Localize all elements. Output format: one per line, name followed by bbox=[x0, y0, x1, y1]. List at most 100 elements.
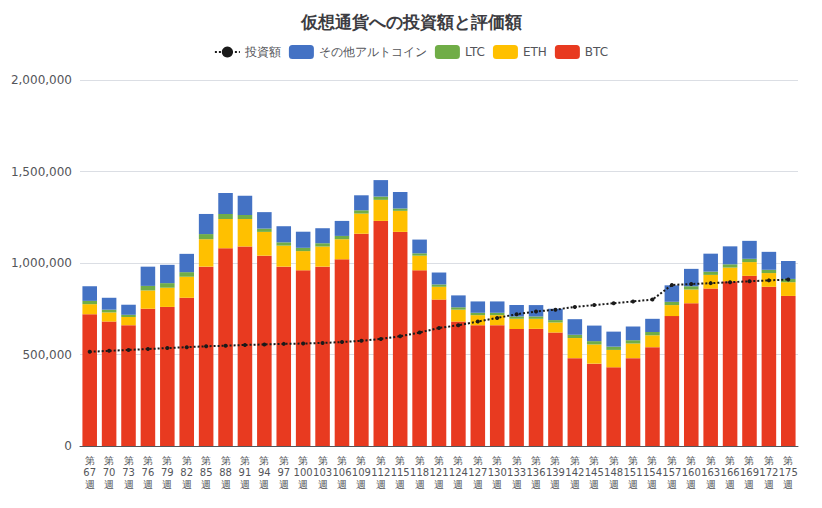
svg-text:1,000,000: 1,000,000 bbox=[11, 256, 72, 270]
svg-text:172: 172 bbox=[759, 467, 778, 478]
svg-text:106: 106 bbox=[332, 467, 351, 478]
svg-text:第: 第 bbox=[609, 455, 619, 466]
svg-text:91: 91 bbox=[239, 467, 252, 478]
svg-text:157: 157 bbox=[662, 467, 681, 478]
svg-text:週: 週 bbox=[240, 479, 250, 490]
svg-text:第: 第 bbox=[318, 455, 328, 466]
svg-text:LTC: LTC bbox=[465, 45, 485, 59]
svg-text:第: 第 bbox=[589, 455, 599, 466]
svg-text:103: 103 bbox=[313, 467, 332, 478]
svg-text:投資額: 投資額 bbox=[244, 45, 281, 59]
svg-text:第: 第 bbox=[473, 455, 483, 466]
svg-text:週: 週 bbox=[104, 479, 114, 490]
svg-text:第: 第 bbox=[550, 455, 560, 466]
svg-text:第: 第 bbox=[376, 455, 386, 466]
svg-text:週: 週 bbox=[143, 479, 153, 490]
svg-text:週: 週 bbox=[667, 479, 677, 490]
svg-text:週: 週 bbox=[376, 479, 386, 490]
svg-text:第: 第 bbox=[570, 455, 580, 466]
svg-text:週: 週 bbox=[783, 479, 793, 490]
svg-text:第: 第 bbox=[124, 455, 134, 466]
svg-text:139: 139 bbox=[546, 467, 565, 478]
svg-text:週: 週 bbox=[85, 479, 95, 490]
svg-text:週: 週 bbox=[744, 479, 754, 490]
svg-text:週: 週 bbox=[162, 479, 172, 490]
svg-text:第: 第 bbox=[182, 455, 192, 466]
svg-text:160: 160 bbox=[682, 467, 701, 478]
svg-text:週: 週 bbox=[628, 479, 638, 490]
svg-text:94: 94 bbox=[258, 467, 271, 478]
svg-text:121: 121 bbox=[429, 467, 448, 478]
svg-text:週: 週 bbox=[764, 479, 774, 490]
svg-text:週: 週 bbox=[182, 479, 192, 490]
svg-text:166: 166 bbox=[721, 467, 740, 478]
svg-text:週: 週 bbox=[356, 479, 366, 490]
svg-text:第: 第 bbox=[104, 455, 114, 466]
svg-text:BTC: BTC bbox=[585, 45, 608, 59]
svg-text:第: 第 bbox=[453, 455, 463, 466]
svg-text:0: 0 bbox=[64, 439, 72, 453]
svg-text:週: 週 bbox=[434, 479, 444, 490]
svg-text:週: 週 bbox=[415, 479, 425, 490]
svg-text:70: 70 bbox=[103, 467, 116, 478]
svg-text:週: 週 bbox=[589, 479, 599, 490]
svg-text:第: 第 bbox=[686, 455, 696, 466]
svg-text:第: 第 bbox=[201, 455, 211, 466]
svg-text:週: 週 bbox=[492, 479, 502, 490]
svg-text:154: 154 bbox=[643, 467, 662, 478]
svg-text:週: 週 bbox=[570, 479, 580, 490]
svg-text:第: 第 bbox=[531, 455, 541, 466]
svg-text:67: 67 bbox=[83, 467, 96, 478]
svg-text:85: 85 bbox=[200, 467, 213, 478]
svg-text:142: 142 bbox=[565, 467, 584, 478]
svg-text:500,000: 500,000 bbox=[22, 348, 72, 362]
svg-text:127: 127 bbox=[468, 467, 487, 478]
svg-text:週: 週 bbox=[531, 479, 541, 490]
svg-text:136: 136 bbox=[526, 467, 545, 478]
svg-text:第: 第 bbox=[143, 455, 153, 466]
svg-text:1,500,000: 1,500,000 bbox=[11, 165, 72, 179]
svg-text:79: 79 bbox=[161, 467, 174, 478]
svg-text:週: 週 bbox=[686, 479, 696, 490]
svg-text:第: 第 bbox=[628, 455, 638, 466]
svg-text:第: 第 bbox=[337, 455, 347, 466]
svg-text:第: 第 bbox=[356, 455, 366, 466]
svg-text:第: 第 bbox=[162, 455, 172, 466]
svg-text:第: 第 bbox=[415, 455, 425, 466]
svg-text:週: 週 bbox=[298, 479, 308, 490]
svg-text:第: 第 bbox=[221, 455, 231, 466]
svg-text:2,000,000: 2,000,000 bbox=[11, 73, 72, 87]
svg-text:124: 124 bbox=[449, 467, 468, 478]
svg-text:週: 週 bbox=[201, 479, 211, 490]
svg-text:第: 第 bbox=[647, 455, 657, 466]
svg-text:第: 第 bbox=[706, 455, 716, 466]
svg-text:週: 週 bbox=[395, 479, 405, 490]
svg-text:第: 第 bbox=[434, 455, 444, 466]
svg-text:その他アルトコイン: その他アルトコイン bbox=[319, 45, 427, 59]
svg-text:週: 週 bbox=[337, 479, 347, 490]
svg-text:第: 第 bbox=[279, 455, 289, 466]
svg-text:週: 週 bbox=[259, 479, 269, 490]
svg-text:ETH: ETH bbox=[523, 45, 547, 59]
svg-text:109: 109 bbox=[352, 467, 371, 478]
svg-text:第: 第 bbox=[725, 455, 735, 466]
svg-text:145: 145 bbox=[585, 467, 604, 478]
svg-text:第: 第 bbox=[85, 455, 95, 466]
svg-text:第: 第 bbox=[783, 455, 793, 466]
svg-text:88: 88 bbox=[219, 467, 232, 478]
svg-text:週: 週 bbox=[473, 479, 483, 490]
svg-text:第: 第 bbox=[744, 455, 754, 466]
svg-text:週: 週 bbox=[550, 479, 560, 490]
svg-text:130: 130 bbox=[488, 467, 507, 478]
svg-text:115: 115 bbox=[391, 467, 410, 478]
svg-text:97: 97 bbox=[277, 467, 290, 478]
svg-text:118: 118 bbox=[410, 467, 429, 478]
svg-text:第: 第 bbox=[667, 455, 677, 466]
svg-text:第: 第 bbox=[259, 455, 269, 466]
svg-text:週: 週 bbox=[725, 479, 735, 490]
svg-text:第: 第 bbox=[298, 455, 308, 466]
svg-text:169: 169 bbox=[740, 467, 759, 478]
svg-text:第: 第 bbox=[512, 455, 522, 466]
svg-text:148: 148 bbox=[604, 467, 623, 478]
svg-text:週: 週 bbox=[647, 479, 657, 490]
